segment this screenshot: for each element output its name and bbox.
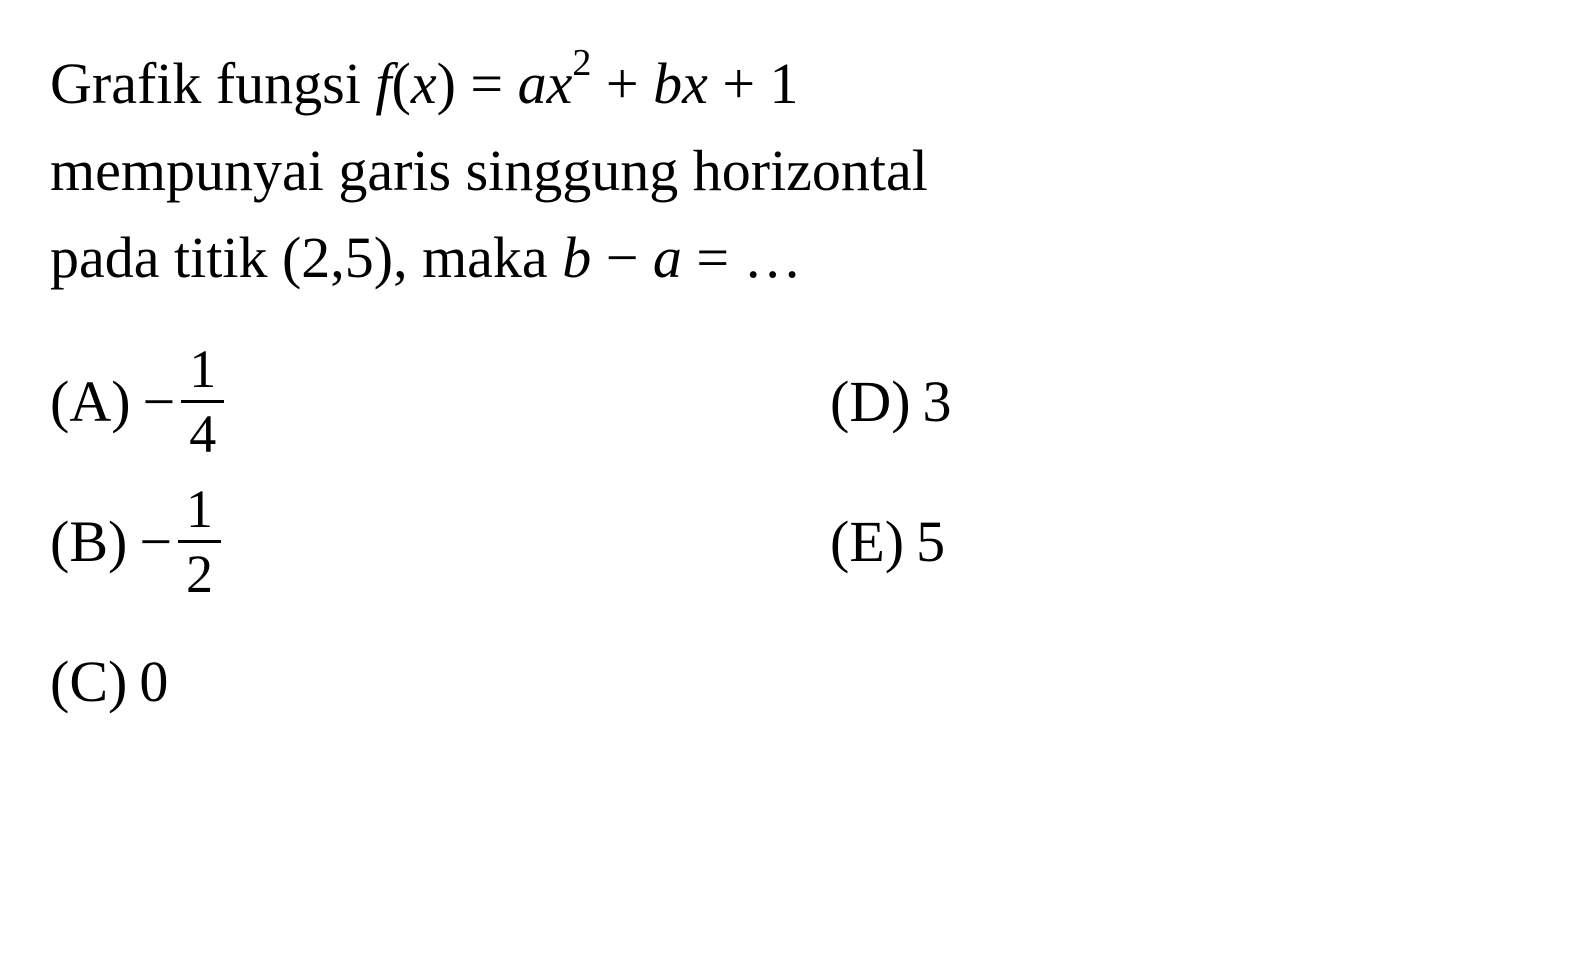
ellipsis: … bbox=[744, 225, 802, 290]
var-x-squared: x bbox=[547, 51, 573, 116]
equals-sign: = bbox=[456, 51, 518, 116]
option-a-label: (A) bbox=[50, 368, 131, 435]
option-c-value: 0 bbox=[139, 648, 168, 715]
minus-sign: − bbox=[591, 225, 653, 290]
function-f: f bbox=[375, 51, 391, 116]
var-x-3: x bbox=[682, 51, 708, 116]
option-e: (E) 5 bbox=[830, 471, 1530, 611]
option-a-fraction: 1 4 bbox=[181, 342, 224, 461]
option-b-label: (B) bbox=[50, 508, 127, 575]
plus-one: + 1 bbox=[708, 51, 799, 116]
option-b: (B) − 1 2 bbox=[50, 471, 830, 611]
option-e-label: (E) bbox=[830, 508, 904, 575]
option-e-value: 5 bbox=[916, 508, 945, 575]
option-a-denominator: 4 bbox=[181, 400, 224, 461]
option-a-sign: − bbox=[143, 368, 176, 435]
option-b-fraction: 1 2 bbox=[178, 482, 221, 601]
coef-b: b bbox=[653, 51, 682, 116]
open-paren: ( bbox=[392, 51, 411, 116]
option-c-label: (C) bbox=[50, 648, 127, 715]
option-c: (C) 0 bbox=[50, 611, 830, 751]
option-a: (A) − 1 4 bbox=[50, 331, 830, 471]
option-b-numerator: 1 bbox=[178, 482, 221, 540]
options-column-left: (A) − 1 4 (B) − 1 2 (C) 0 bbox=[50, 331, 830, 751]
option-d-label: (D) bbox=[830, 368, 911, 435]
var-a-final: a bbox=[653, 225, 682, 290]
var-b-final: b bbox=[562, 225, 591, 290]
option-a-numerator: 1 bbox=[181, 342, 224, 400]
option-b-sign: − bbox=[139, 508, 172, 575]
question-line-2: mempunyai garis singgung horizontal bbox=[50, 127, 1542, 214]
question-text: Grafik fungsi f(x) = ax2 + bx + 1 mempun… bbox=[50, 40, 1542, 301]
close-paren: ) bbox=[437, 51, 456, 116]
options-container: (A) − 1 4 (B) − 1 2 (C) 0 (D) 3 (E) bbox=[50, 331, 1542, 751]
option-b-denominator: 2 bbox=[178, 540, 221, 601]
plus-sign-1: + bbox=[591, 51, 653, 116]
option-d: (D) 3 bbox=[830, 331, 1530, 471]
equals-sign-2: = bbox=[682, 225, 744, 290]
question-line-3: pada titik (2,5), maka b − a = … bbox=[50, 214, 1542, 301]
options-column-right: (D) 3 (E) 5 bbox=[830, 331, 1530, 751]
option-d-value: 3 bbox=[923, 368, 952, 435]
text-pada-titik: pada titik (2,5), maka bbox=[50, 225, 562, 290]
exponent-2: 2 bbox=[572, 42, 591, 84]
question-line-1: Grafik fungsi f(x) = ax2 + bx + 1 bbox=[50, 40, 1542, 127]
coef-a: a bbox=[518, 51, 547, 116]
text-grafik-fungsi: Grafik fungsi bbox=[50, 51, 375, 116]
var-x: x bbox=[411, 51, 437, 116]
